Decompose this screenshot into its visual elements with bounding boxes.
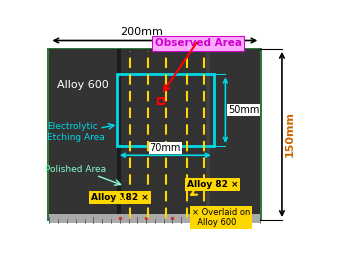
Text: Polished Area: Polished Area <box>45 164 106 174</box>
Text: Alloy 600: Alloy 600 <box>57 80 109 90</box>
Bar <box>49 214 260 223</box>
Text: × Overlaid on
  Alloy 600: × Overlaid on Alloy 600 <box>192 208 251 227</box>
Bar <box>49 49 117 220</box>
Text: Observed Area: Observed Area <box>155 38 242 48</box>
Text: 70mm: 70mm <box>149 143 181 153</box>
Bar <box>158 98 164 104</box>
Text: 150mm: 150mm <box>285 111 295 158</box>
Bar <box>121 49 210 220</box>
Text: 200mm: 200mm <box>120 28 163 37</box>
Text: Electrolytic
Etching Area: Electrolytic Etching Area <box>47 123 105 142</box>
Bar <box>117 74 214 146</box>
Bar <box>49 49 260 220</box>
Bar <box>47 48 262 221</box>
Text: Alloy 82 ×: Alloy 82 × <box>186 180 238 189</box>
Text: Alloy 182 ×: Alloy 182 × <box>91 193 149 202</box>
Text: 50mm: 50mm <box>228 105 260 115</box>
Bar <box>206 49 260 220</box>
